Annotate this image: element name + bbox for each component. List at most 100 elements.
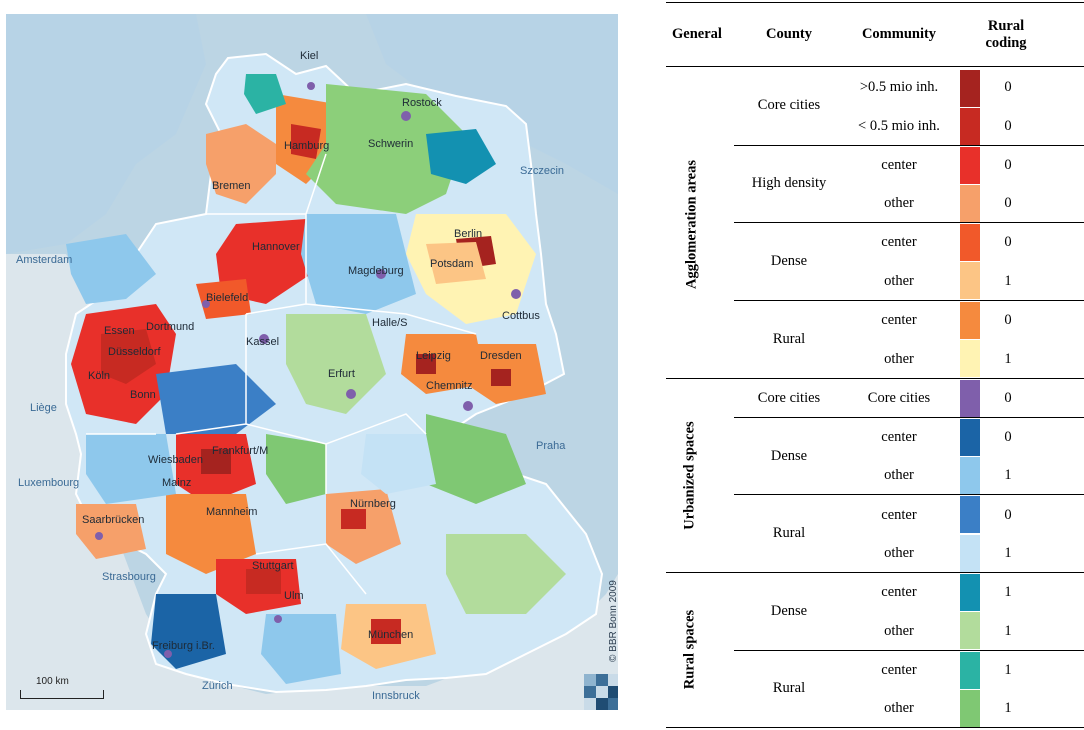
- county-high-density: High density: [751, 175, 827, 191]
- swatch-row-8: [960, 340, 980, 377]
- stuttgart-core: [246, 569, 281, 594]
- emsland-region: [66, 234, 156, 304]
- label-bielefeld: Bielefeld: [206, 292, 249, 304]
- swatch-row-9: [960, 380, 980, 417]
- swatch-row-17: [960, 690, 980, 727]
- label-berlin: Berlin: [454, 228, 483, 240]
- header-rural-coding: Rural coding: [985, 18, 1027, 51]
- label-dresden: Dresden: [480, 350, 522, 362]
- label-kassel: Kassel: [246, 336, 280, 348]
- bielefeld-region: [196, 279, 251, 319]
- table-bottom-rule: [666, 727, 1084, 728]
- community-row-1: >0.5 mio inh.: [859, 79, 939, 95]
- code-row-10: 0: [1004, 429, 1012, 445]
- label-rostock: Rostock: [402, 97, 442, 109]
- group-rural-spaces: Rural spaces: [681, 609, 698, 690]
- label-wiesbaden: Wiesbaden: [148, 454, 204, 466]
- community-row-7: center: [881, 312, 917, 328]
- county-rural-2: Rural: [772, 525, 806, 541]
- community-row-13: other: [884, 545, 914, 561]
- label-muenchen: München: [368, 629, 414, 641]
- swatch-row-14: [960, 574, 980, 611]
- community-row-2: < 0.5 mio inh.: [858, 118, 940, 134]
- community-row-8: other: [884, 351, 914, 367]
- swatch-row-13: [960, 535, 980, 572]
- county-dense-1: Dense: [770, 253, 808, 269]
- rhein-neckar-region: [166, 494, 256, 574]
- swatch-row-3: [960, 147, 980, 184]
- table-top-rule: [666, 2, 1084, 3]
- code-row-6: 1: [1004, 273, 1012, 289]
- germany-map: Kiel Rostock Hamburg Schwerin Bremen Szc…: [6, 14, 618, 710]
- label-chemnitz: Chemnitz: [426, 380, 473, 392]
- swatch-row-10: [960, 419, 980, 456]
- vorpommern-region: [426, 129, 496, 184]
- mecklenburg-region: [306, 84, 466, 214]
- label-bremen: Bremen: [212, 180, 251, 192]
- community-row-4: other: [884, 195, 914, 211]
- swatch-row-5: [960, 224, 980, 261]
- label-cottbus: Cottbus: [502, 310, 540, 322]
- label-innsbruck: Innsbruck: [372, 690, 420, 702]
- header-community: Community: [861, 26, 937, 42]
- label-erfurt: Erfurt: [328, 368, 355, 380]
- label-duesseldorf: Düsseldorf: [108, 346, 161, 358]
- label-szczecin: Szczecin: [520, 165, 565, 177]
- bremen-region: [206, 124, 276, 204]
- label-magdeburg: Magdeburg: [348, 265, 404, 277]
- dresden-core: [491, 369, 511, 386]
- swatch-row-15: [960, 612, 980, 649]
- code-row-14: 1: [1004, 584, 1012, 600]
- rural-coding-table: General County Community Rural coding Ag…: [666, 0, 1084, 730]
- swatch-row-7: [960, 302, 980, 339]
- swatch-row-2: [960, 108, 980, 145]
- label-saarbruecken: Saarbrücken: [82, 514, 145, 526]
- state-borders: [86, 153, 477, 595]
- swatch-row-12: [960, 496, 980, 533]
- leipzig-core: [416, 354, 436, 374]
- label-mainz: Mainz: [162, 477, 192, 489]
- header-county: County: [766, 26, 812, 42]
- community-row-12: center: [881, 507, 917, 523]
- code-row-9: 0: [1004, 390, 1012, 406]
- header-rule: [666, 66, 1084, 67]
- copyright-credit: © BBR Bonn 2009: [608, 580, 618, 662]
- label-potsdam: Potsdam: [430, 258, 474, 270]
- code-row-7: 0: [1004, 312, 1012, 328]
- community-row-15: other: [884, 623, 914, 639]
- hamburg-core: [291, 124, 321, 159]
- label-zuerich: Zürich: [202, 680, 233, 692]
- community-row-9: Core cities: [867, 390, 931, 406]
- leipzig-region: [401, 334, 486, 394]
- label-leipzig: Leipzig: [416, 350, 451, 362]
- ruhr-core: [101, 329, 156, 384]
- label-strasbourg: Strasbourg: [102, 571, 156, 583]
- label-bonn: Bonn: [130, 389, 156, 401]
- label-hamburg: Hamburg: [284, 140, 330, 152]
- scale-bar: [20, 690, 104, 699]
- allgaeu-region: [261, 614, 341, 684]
- community-row-6: other: [884, 273, 914, 289]
- county-dense-2: Dense: [770, 448, 808, 464]
- oberfranken-region: [361, 434, 436, 494]
- header-general: General: [672, 26, 722, 42]
- code-row-11: 1: [1004, 467, 1012, 483]
- muenchen-core: [371, 619, 401, 644]
- swatch-row-16: [960, 652, 980, 689]
- thueringen-region: [286, 314, 386, 414]
- nuernberg-core: [341, 509, 366, 529]
- label-luxembourg: Luxembourg: [18, 477, 80, 489]
- label-freiburg: Freiburg i.Br.: [152, 640, 215, 652]
- code-row-15: 1: [1004, 623, 1012, 639]
- swatch-row-1: [960, 70, 980, 107]
- swatch-row-6: [960, 262, 980, 299]
- county-rural-3: Rural: [772, 680, 806, 696]
- group-urbanized-spaces: Urbanized spaces: [681, 421, 698, 530]
- code-row-17: 1: [1004, 700, 1012, 716]
- swatch-row-11: [960, 457, 980, 494]
- saar-region: [76, 504, 146, 559]
- code-row-4: 0: [1004, 195, 1012, 211]
- frankfurt-core: [201, 449, 231, 474]
- label-koeln: Köln: [88, 370, 111, 382]
- berlin-ring: [426, 242, 486, 284]
